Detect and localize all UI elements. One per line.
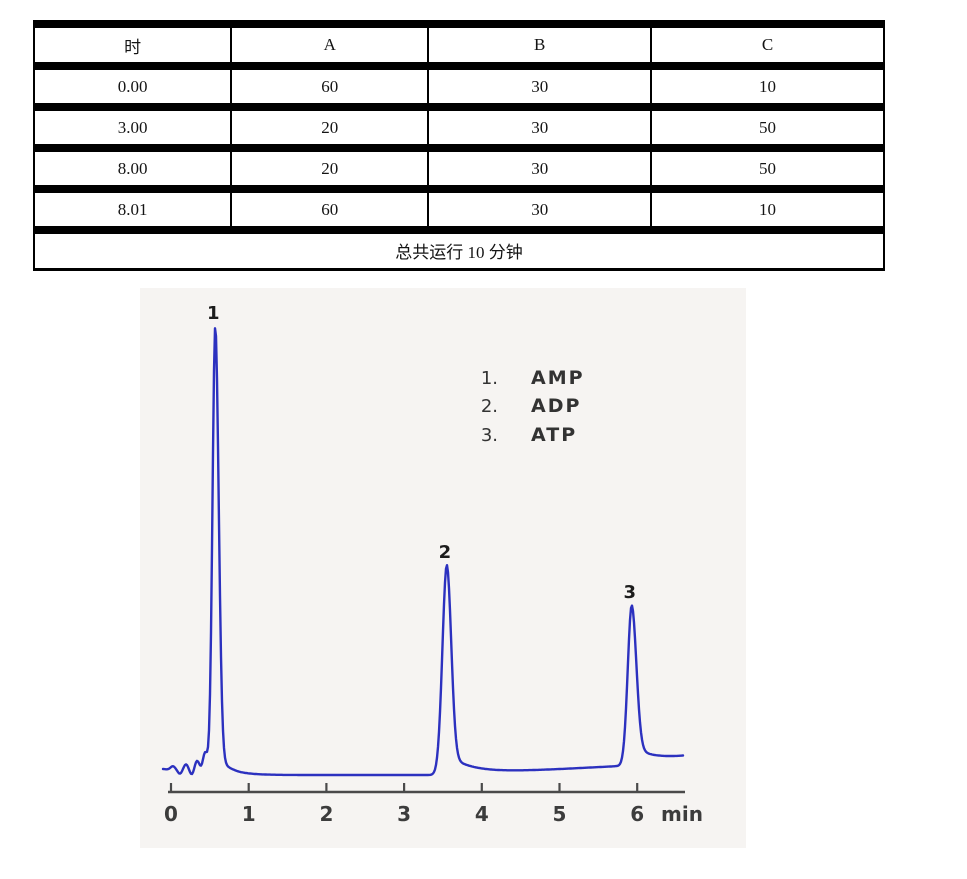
table-header-cell-b: B bbox=[427, 24, 652, 66]
legend-number: 3. bbox=[481, 425, 498, 446]
table-header-cell-c: C bbox=[650, 24, 884, 66]
x-tick-label: 2 bbox=[319, 802, 333, 826]
table-footer-row: 总共运行 10 分钟 bbox=[34, 230, 884, 269]
table-row: 0.00 60 30 10 bbox=[34, 66, 884, 107]
x-tick-label: 0 bbox=[164, 802, 178, 826]
x-tick-label: 1 bbox=[242, 802, 256, 826]
table-header-row: 时 A B C bbox=[34, 24, 884, 66]
table-header-cell-a: A bbox=[230, 24, 429, 66]
legend-label-adp: ADP bbox=[531, 395, 581, 417]
table-cell: 20 bbox=[230, 107, 429, 148]
table-cell: 3.00 bbox=[117, 117, 148, 137]
legend-label-amp: AMP bbox=[531, 367, 585, 389]
table-cell: 8.00 bbox=[117, 158, 148, 178]
table-cell: 30 bbox=[427, 189, 652, 230]
x-tick-label: 4 bbox=[475, 802, 489, 826]
table-footer-cell: 总共运行 10 分钟 bbox=[395, 243, 523, 263]
peak-label: 2 bbox=[439, 542, 452, 563]
table-cell: 10 bbox=[650, 189, 884, 230]
x-axis-group: 0 1 2 3 4 5 6 min bbox=[164, 783, 703, 826]
legend-number: 2. bbox=[481, 396, 498, 417]
table-cell: 30 bbox=[427, 148, 652, 189]
table-cell: 50 bbox=[650, 148, 884, 189]
table-row: 8.01 60 30 10 bbox=[34, 189, 884, 230]
gradient-table-container: 时 A B C 0.00 60 30 10 3.00 20 30 50 8.00… bbox=[33, 20, 885, 271]
table-cell: 60 bbox=[230, 189, 429, 230]
x-axis-unit-label: min bbox=[661, 802, 703, 826]
chromatogram-trace-group bbox=[161, 327, 685, 777]
x-tick-label: 5 bbox=[553, 802, 567, 826]
table-cell: 8.01 bbox=[117, 199, 148, 219]
table-cell: 30 bbox=[427, 66, 652, 107]
table-row: 8.00 20 30 50 bbox=[34, 148, 884, 189]
chromatogram-figure: 0 1 2 3 4 5 6 min 1 2 3 1. AMP 2. ADP 3. ATP bbox=[140, 288, 746, 848]
table-header-cell-time: 时 bbox=[124, 37, 142, 57]
chromatogram-trace bbox=[161, 327, 685, 777]
table-row: 3.00 20 30 50 bbox=[34, 107, 884, 148]
table-cell: 20 bbox=[230, 148, 429, 189]
table-cell: 60 bbox=[230, 66, 429, 107]
legend-label-atp: ATP bbox=[531, 424, 577, 446]
peak-labels-group: 1 2 3 bbox=[207, 303, 636, 603]
peak-label: 3 bbox=[623, 582, 636, 603]
x-tick-label: 3 bbox=[397, 802, 411, 826]
table-cell: 30 bbox=[427, 107, 652, 148]
legend-group: 1. AMP 2. ADP 3. ATP bbox=[481, 367, 585, 446]
legend-number: 1. bbox=[481, 368, 498, 389]
table-cell: 50 bbox=[650, 107, 884, 148]
table-cell: 0.00 bbox=[117, 76, 148, 96]
chromatogram-svg: 0 1 2 3 4 5 6 min 1 2 3 1. AMP 2. ADP 3. ATP bbox=[161, 303, 703, 826]
gradient-table: 时 A B C 0.00 60 30 10 3.00 20 30 50 8.00… bbox=[33, 20, 885, 271]
table-cell: 10 bbox=[650, 66, 884, 107]
x-tick-label: 6 bbox=[630, 802, 644, 826]
peak-label: 1 bbox=[207, 303, 220, 324]
